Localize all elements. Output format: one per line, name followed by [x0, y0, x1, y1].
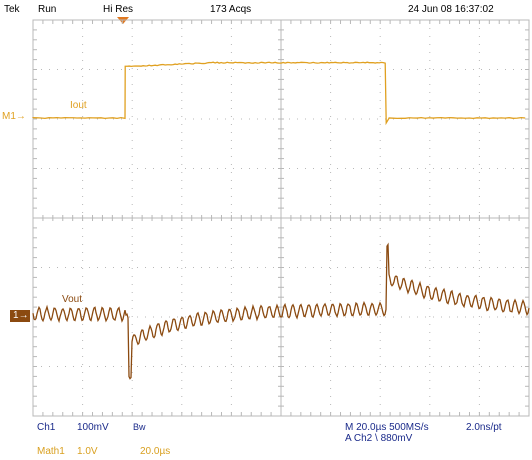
math1-time: 20.0µs [140, 446, 170, 457]
math1-reference-marker[interactable]: M1→ [2, 111, 26, 122]
math1-marker-label: M1 [2, 111, 16, 122]
iout-label: Iout [70, 100, 87, 111]
math1-label[interactable]: Math1 [37, 446, 65, 457]
math1-scale[interactable]: 1.0V [77, 446, 98, 457]
vout-label: Vout [62, 294, 82, 305]
arrow-right-icon: → [16, 111, 26, 122]
trigger-readout[interactable]: A Ch2 \ 880mV [345, 433, 412, 444]
bandwidth-limit-label: Bw [133, 422, 146, 432]
arrow-right-icon: → [19, 310, 29, 321]
timebase-readout[interactable]: M 20.0µs 500MS/s [345, 422, 429, 433]
graticule [33, 20, 529, 416]
iout-waveform [33, 62, 525, 123]
ch1-reference-marker[interactable]: 1→ [10, 310, 30, 322]
ch1-scale[interactable]: 100mV [77, 422, 109, 433]
resolution-readout: 2.0ns/pt [466, 422, 502, 433]
ch1-label[interactable]: Ch1 [37, 422, 55, 433]
